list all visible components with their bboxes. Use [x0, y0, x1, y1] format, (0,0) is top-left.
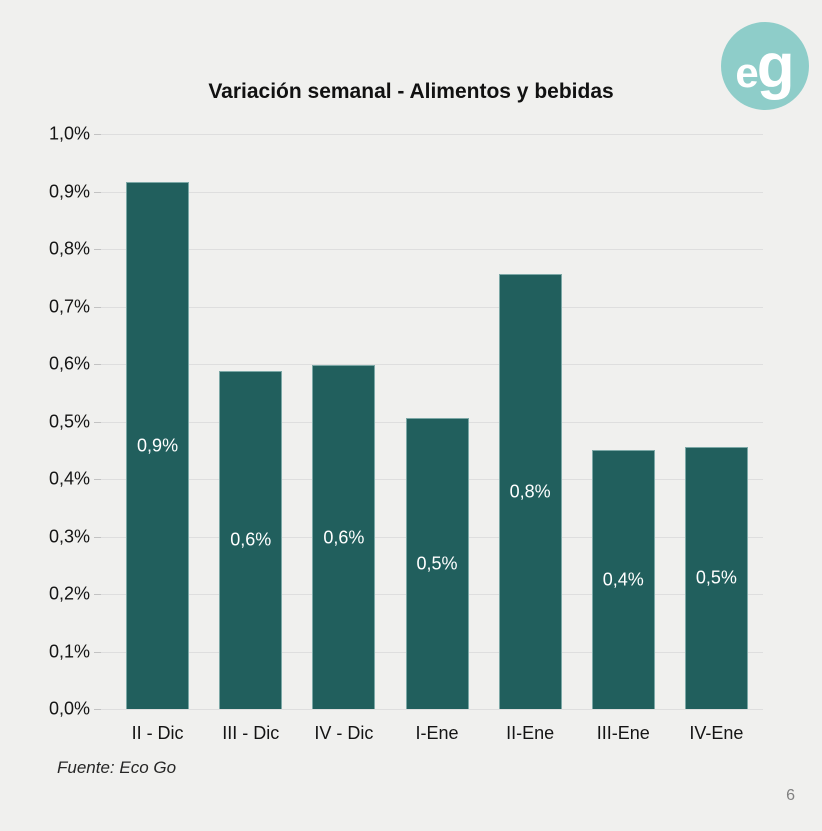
bar-I-Ene: 0,5% — [405, 418, 469, 709]
y-axis-tick-label: 0,6% — [48, 353, 90, 374]
x-axis-label: III-Ene — [596, 723, 650, 743]
y-axis-tick-mark — [94, 479, 101, 480]
bar-value-label: 0,9% — [137, 435, 179, 456]
gridline — [101, 364, 763, 365]
gridline — [101, 134, 763, 135]
y-axis-tick-label: 1,0% — [48, 123, 90, 144]
source-note: Fuente: Eco Go — [57, 758, 177, 777]
x-axis-label: IV - Dic — [314, 723, 374, 743]
y-axis-tick-label: 0,1% — [48, 641, 90, 661]
chart-title: Variación semanal - Alimentos y bebidas — [208, 80, 614, 103]
bar-IV - Dic: 0,6% — [312, 365, 376, 709]
gridline — [101, 306, 763, 308]
y-axis-tick-label: 0,5% — [48, 411, 90, 431]
y-axis-tick-mark — [94, 249, 101, 250]
y-axis-tick-label: 0,9% — [48, 181, 90, 201]
y-axis-tick-label: 0,8% — [48, 238, 90, 259]
y-axis-tick-mark — [94, 709, 101, 710]
y-axis-tick-mark — [94, 191, 101, 193]
y-axis-tick-mark — [94, 536, 101, 538]
bar-value-label: 0,6% — [230, 529, 272, 550]
y-axis-tick-mark — [94, 594, 101, 595]
y-axis-tick-label: 0,2% — [48, 583, 90, 604]
y-axis-tick-label: 0,3% — [48, 526, 90, 546]
y-axis-tick-label: 0,7% — [48, 296, 90, 316]
y-axis-tick-mark — [94, 134, 101, 135]
y-axis-tick-label: 0,0% — [48, 698, 90, 719]
x-axis-label: II-Ene — [506, 723, 555, 743]
logo-letter-g: g — [756, 32, 795, 101]
bar-value-label: 0,5% — [416, 553, 458, 574]
y-axis-tick-mark — [94, 364, 101, 365]
bar-value-label: 0,5% — [695, 567, 737, 588]
y-axis-tick-label: 0,4% — [48, 468, 90, 489]
y-axis-tick-mark — [94, 421, 101, 423]
x-axis-label: IV-Ene — [689, 723, 744, 743]
bar-III-Ene: 0,4% — [591, 450, 655, 709]
gridline — [101, 249, 763, 250]
bar-II-Ene: 0,8% — [498, 274, 562, 709]
bar-II - Dic: 0,9% — [126, 182, 190, 709]
gridline — [101, 709, 763, 710]
x-axis-label: III - Dic — [222, 723, 280, 743]
gridline — [101, 191, 763, 193]
y-axis-tick-mark — [94, 306, 101, 308]
bar-value-label: 0,8% — [509, 481, 551, 502]
bar-IV-Ene: 0,5% — [684, 446, 748, 709]
plot-area: 1,0% 0,9% 0,8% 0,7% 0,6% 0,5% 0,4% 0,3% 0,2% 0,1%… — [49, 124, 763, 743]
bar-value-label: 0,4% — [602, 569, 644, 590]
bar-III - Dic: 0,6% — [219, 370, 283, 709]
x-axis-label: I-Ene — [415, 723, 459, 743]
y-axis-tick-mark — [94, 651, 101, 653]
x-axis-label: II - Dic — [131, 723, 184, 743]
logo-letter-e: e — [735, 49, 758, 96]
page-number: 6 — [786, 787, 795, 804]
bar-value-label: 0,6% — [323, 527, 365, 548]
